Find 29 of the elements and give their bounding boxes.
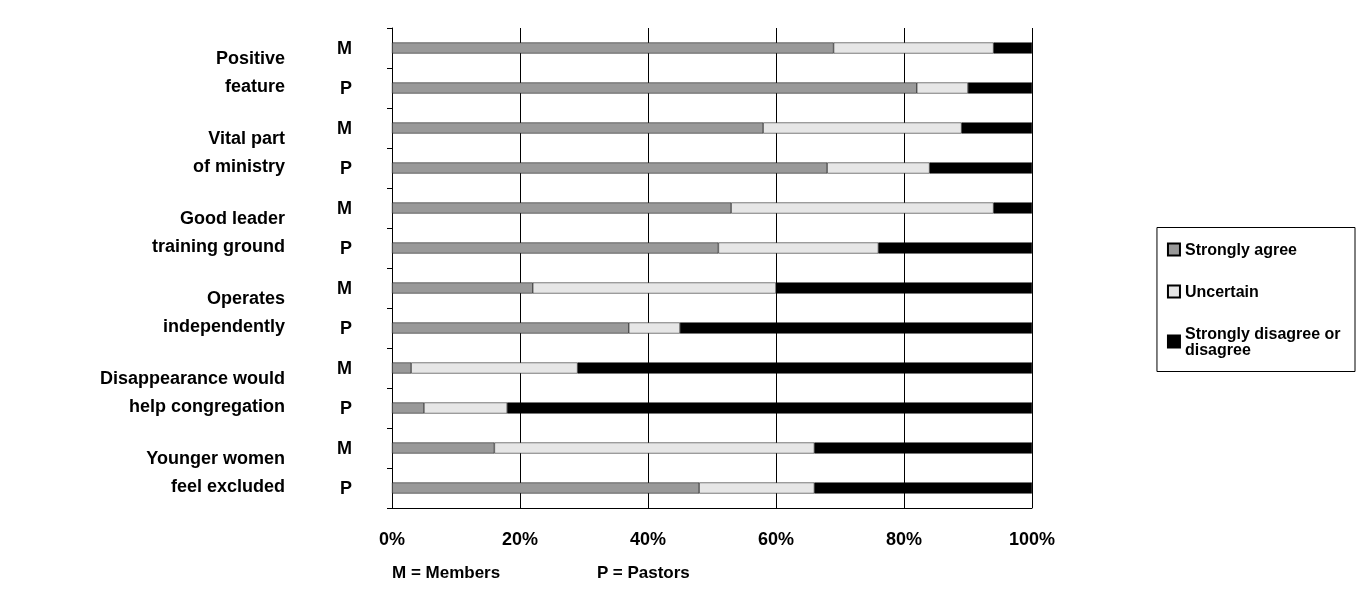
text: Positive feature: [215, 48, 285, 96]
y-tick-label: M: [337, 198, 352, 218]
x-tick-label: 80%: [885, 529, 923, 549]
y-tick-label: P: [339, 158, 352, 178]
y-tick-label: P: [339, 78, 352, 98]
y-tick-label: M: [337, 118, 352, 138]
text: P = Pastors: [597, 563, 690, 582]
x-tick-label: 60%: [757, 529, 795, 549]
x-tick-label: 0%: [378, 529, 406, 549]
text: Good leader training ground: [152, 208, 285, 256]
y-tick-label: M: [337, 38, 352, 58]
text: Operates independently: [162, 288, 285, 336]
y-tick-label: M: [337, 278, 352, 298]
text: Younger women feel excluded: [146, 448, 285, 496]
y-tick-label: M: [337, 438, 352, 458]
legend-label: Strongly agree: [1184, 241, 1298, 258]
y-tick-label: M: [337, 358, 352, 378]
y-tick-label: P: [339, 478, 352, 498]
x-tick-label: 20%: [501, 529, 539, 549]
legend-label: Uncertain: [1184, 283, 1259, 300]
legend-label: Strongly disagree or disagree: [1184, 325, 1346, 358]
x-tick-label: 100%: [1008, 529, 1056, 549]
x-tick-label: 40%: [629, 529, 667, 549]
text: Vital part of ministry: [192, 128, 285, 176]
y-tick-label: P: [339, 318, 352, 338]
y-tick-label: P: [339, 398, 352, 418]
text: Disappearance would help congregation: [99, 368, 285, 416]
text: M = Members: [392, 563, 501, 582]
y-tick-label: P: [339, 238, 352, 258]
